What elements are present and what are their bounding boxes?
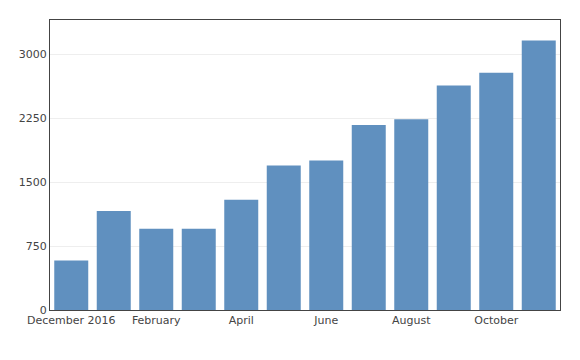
- svg-text:1500: 1500: [19, 176, 47, 189]
- svg-text:3000: 3000: [19, 48, 47, 61]
- svg-text:April: April: [229, 314, 254, 327]
- svg-text:0: 0: [40, 304, 47, 317]
- svg-text:October: October: [474, 314, 518, 327]
- svg-text:August: August: [392, 314, 431, 327]
- svg-text:December 2016: December 2016: [27, 314, 116, 327]
- svg-text:750: 750: [26, 240, 47, 253]
- svg-text:June: June: [313, 314, 338, 327]
- svg-text:February: February: [132, 314, 181, 327]
- svg-text:2250: 2250: [19, 112, 47, 125]
